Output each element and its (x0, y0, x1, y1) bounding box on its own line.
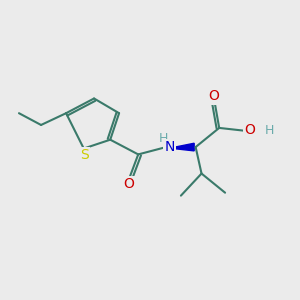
Polygon shape (174, 143, 194, 151)
Text: O: O (244, 123, 255, 137)
Text: N: N (164, 140, 175, 154)
Text: O: O (208, 89, 219, 103)
Text: S: S (80, 148, 89, 162)
Text: O: O (123, 177, 134, 191)
Text: H: H (265, 124, 274, 137)
Text: H: H (159, 132, 168, 145)
